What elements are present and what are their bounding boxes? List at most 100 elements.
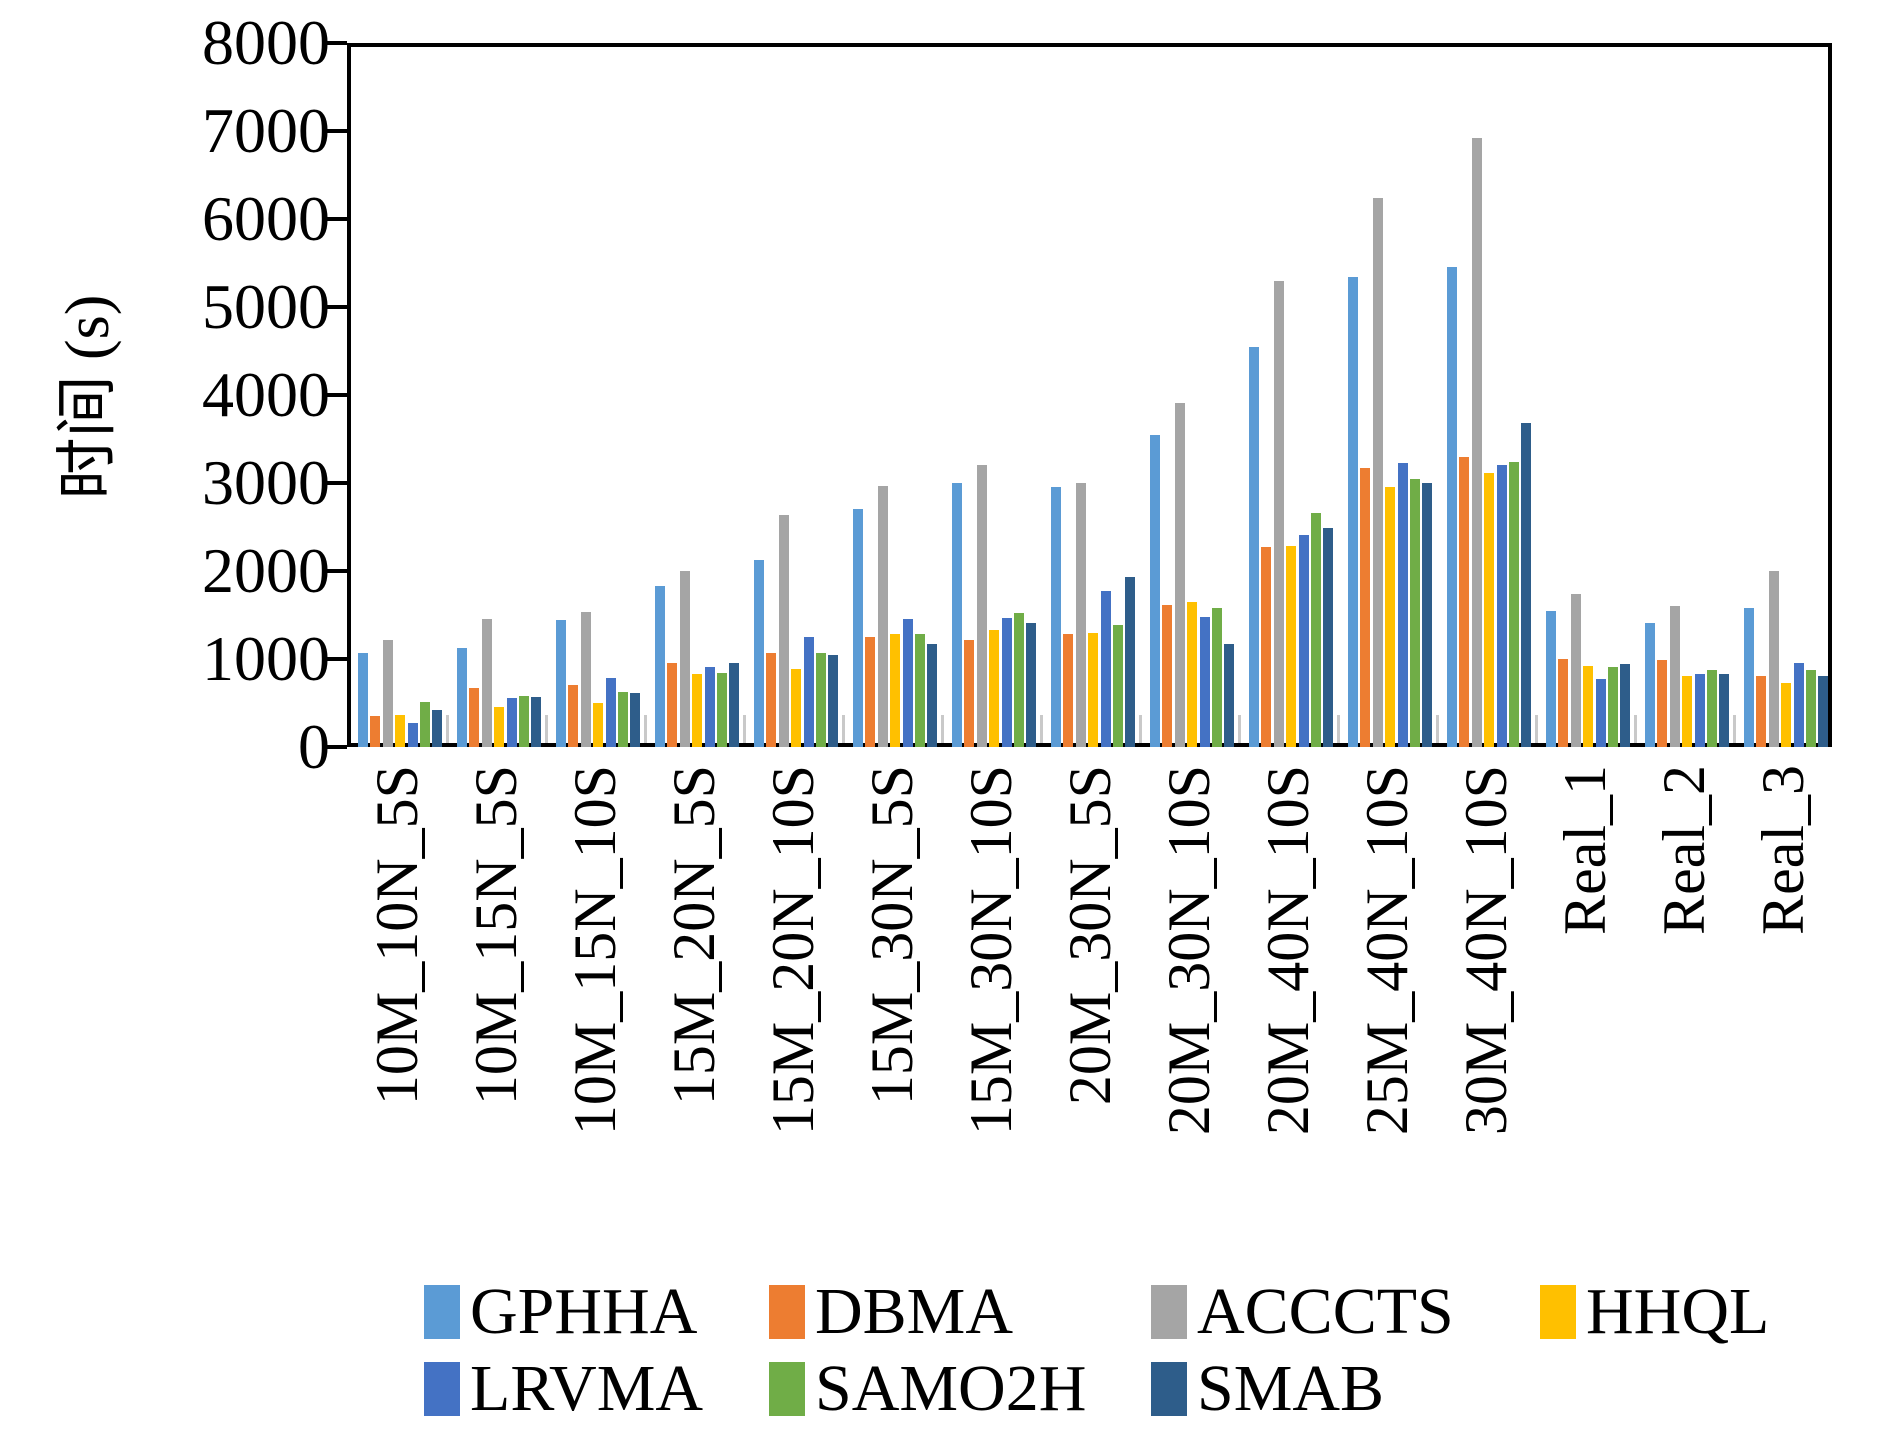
bar-acccts-30m_40n_10s: [1471, 138, 1482, 747]
y-tick-label: 8000: [202, 7, 330, 78]
bar-smab-10m_15n_5s: [531, 696, 542, 747]
category-boundary-tick: [1436, 715, 1439, 743]
category-boundary-tick: [1733, 715, 1736, 743]
y-tick-label: 2000: [202, 535, 330, 606]
bar-samo2h-real_2: [1707, 670, 1717, 747]
category-boundary-tick: [743, 715, 746, 743]
bar-hhql-10m_15n_10s: [593, 703, 604, 747]
x-category-label: 30M_40N_10S: [1452, 765, 1519, 1136]
bar-samo2h-15m_30n_10s: [1014, 613, 1024, 747]
bar-smab-25m_40n_10s: [1422, 483, 1433, 747]
bar-samo2h-20m_30n_10s: [1212, 608, 1222, 747]
bar-hhql-15m_30n_5s: [890, 634, 901, 747]
bar-gphha-real_2: [1645, 623, 1655, 747]
bar-samo2h-15m_20n_5s: [717, 672, 727, 747]
bar-dbma-20m_30n_10s: [1162, 604, 1173, 747]
bar-hhql-15m_20n_10s: [791, 668, 802, 747]
bar-lrvma-30m_40n_10s: [1496, 464, 1507, 747]
bar-gphha-15m_30n_5s: [853, 508, 863, 747]
legend-label: HHQL: [1586, 1275, 1770, 1348]
bar-samo2h-10m_15n_10s: [618, 692, 628, 747]
bar-lrvma-15m_30n_10s: [1001, 617, 1012, 747]
bar-gphha-real_3: [1744, 607, 1754, 747]
bar-acccts-15m_30n_10s: [976, 465, 987, 747]
bar-samo2h-10m_10n_5s: [420, 701, 430, 747]
legend-label: DBMA: [815, 1275, 1014, 1348]
y-tick-mark: [325, 657, 347, 661]
bar-lrvma-20m_40n_10s: [1298, 534, 1309, 747]
y-tick-mark: [325, 217, 347, 221]
bar-smab-10m_10n_5s: [432, 710, 443, 747]
bar-acccts-15m_20n_5s: [679, 571, 690, 747]
bar-smab-15m_30n_10s: [1026, 623, 1037, 747]
bar-smab-20m_30n_10s: [1224, 644, 1235, 747]
bar-acccts-15m_20n_10s: [778, 514, 789, 747]
bar-dbma-15m_30n_5s: [865, 637, 876, 747]
bar-gphha-20m_40n_10s: [1249, 346, 1259, 747]
bar-samo2h-15m_30n_5s: [915, 634, 925, 747]
bar-gphha-20m_30n_5s: [1051, 487, 1061, 747]
x-category-label: 15M_20N_5S: [660, 765, 727, 1106]
category-boundary-tick: [842, 715, 845, 743]
y-tick-label: 5000: [202, 271, 330, 342]
bar-smab-20m_30n_5s: [1125, 576, 1136, 747]
category-boundary-tick: [545, 715, 548, 743]
legend-label: SMAB: [1197, 1352, 1385, 1425]
y-tick-mark: [325, 129, 347, 133]
bar-hhql-real_3: [1781, 682, 1792, 747]
legend-swatch-dbma: [769, 1285, 805, 1339]
bar-lrvma-10m_10n_5s: [407, 723, 418, 747]
y-tick-mark: [325, 569, 347, 573]
bar-hhql-real_2: [1682, 675, 1693, 747]
bar-acccts-10m_15n_10s: [580, 611, 591, 747]
bar-acccts-10m_10n_5s: [382, 639, 393, 747]
bar-smab-real_3: [1818, 676, 1829, 747]
bar-hhql-10m_10n_5s: [395, 715, 406, 747]
bar-dbma-30m_40n_10s: [1459, 456, 1470, 747]
legend-swatch-gphha: [424, 1285, 460, 1339]
bar-smab-30m_40n_10s: [1521, 422, 1532, 747]
bar-acccts-15m_30n_5s: [877, 485, 888, 747]
bar-lrvma-15m_20n_5s: [704, 666, 715, 747]
category-boundary-tick: [1337, 715, 1340, 743]
bar-dbma-20m_40n_10s: [1261, 547, 1272, 747]
x-category-label: 20M_30N_5S: [1056, 765, 1123, 1106]
bar-lrvma-25m_40n_10s: [1397, 462, 1408, 747]
category-boundary-tick: [446, 715, 449, 743]
bar-gphha-20m_30n_10s: [1150, 434, 1160, 747]
bar-dbma-10m_15n_5s: [469, 688, 480, 747]
bar-acccts-20m_30n_5s: [1075, 483, 1086, 747]
bar-lrvma-real_3: [1793, 663, 1804, 747]
bar-dbma-real_1: [1558, 659, 1569, 747]
bar-smab-15m_20n_5s: [729, 663, 740, 747]
y-tick-mark: [325, 41, 347, 45]
x-category-label: 15M_30N_5S: [858, 765, 925, 1106]
bar-dbma-15m_30n_10s: [964, 639, 975, 747]
bar-samo2h-real_3: [1806, 670, 1816, 747]
bar-samo2h-15m_20n_10s: [816, 653, 826, 747]
bar-samo2h-real_1: [1608, 667, 1618, 747]
bar-lrvma-15m_30n_5s: [902, 618, 913, 747]
bar-acccts-real_1: [1570, 594, 1581, 747]
bar-acccts-real_2: [1669, 606, 1680, 747]
bar-dbma-real_2: [1657, 659, 1668, 747]
x-category-label: Real_3: [1749, 765, 1816, 935]
bar-gphha-15m_30n_10s: [952, 483, 962, 747]
x-category-label: 20M_30N_10S: [1155, 765, 1222, 1136]
bar-samo2h-25m_40n_10s: [1410, 479, 1420, 747]
x-category-label: Real_1: [1551, 765, 1618, 935]
bar-hhql-20m_30n_5s: [1088, 633, 1099, 747]
bar-smab-15m_30n_5s: [927, 644, 938, 747]
legend-swatch-acccts: [1151, 1285, 1187, 1339]
bar-gphha-10m_15n_10s: [556, 620, 566, 747]
y-tick-label: 1000: [202, 623, 330, 694]
y-tick-mark: [325, 481, 347, 485]
legend-swatch-lrvma: [424, 1362, 460, 1416]
y-tick-mark: [325, 393, 347, 397]
bar-samo2h-30m_40n_10s: [1509, 461, 1519, 747]
bar-dbma-10m_15n_10s: [568, 685, 579, 747]
y-tick-label: 6000: [202, 183, 330, 254]
y-tick-label: 7000: [202, 95, 330, 166]
category-boundary-tick: [1040, 715, 1043, 743]
